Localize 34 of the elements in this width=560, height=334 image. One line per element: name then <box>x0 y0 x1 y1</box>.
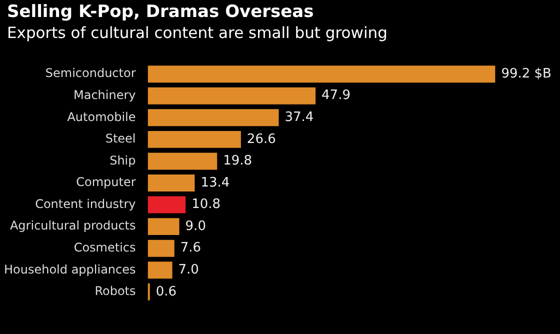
y-tick-label: Machinery <box>73 88 136 102</box>
data-label: 47.9 <box>322 88 350 104</box>
bar <box>148 87 316 104</box>
y-tick-label: Automobile <box>67 110 136 124</box>
chart-subtitle: Exports of cultural content are small but growing <box>7 24 388 42</box>
data-label: 99.2 $B <box>501 66 552 82</box>
data-label: 37.4 <box>284 110 314 126</box>
y-tick-label: Computer <box>76 175 136 190</box>
data-label: 9.0 <box>185 218 206 234</box>
bar <box>148 130 241 148</box>
y-tick-label: Steel <box>105 132 136 146</box>
bar <box>148 174 195 192</box>
chart-title: Selling K-Pop, Dramas Overseas <box>7 2 314 22</box>
bar <box>148 218 180 236</box>
bar <box>148 262 172 279</box>
data-label: 7.0 <box>178 262 199 278</box>
data-label: 19.8 <box>223 154 252 169</box>
data-label: 10.8 <box>192 197 221 212</box>
data-label: 26.6 <box>246 132 276 147</box>
bar <box>148 196 186 214</box>
data-label: 0.6 <box>156 284 177 300</box>
bar <box>148 152 218 170</box>
bar <box>148 109 279 126</box>
y-tick-label: Household appliances <box>4 262 136 276</box>
y-tick-label: Agricultural products <box>10 218 136 233</box>
bar <box>148 66 496 83</box>
data-label: 7.6 <box>180 240 202 256</box>
y-tick-label: Ship <box>110 153 136 168</box>
y-tick-label: Semiconductor <box>45 66 136 80</box>
y-tick-label: Content industry <box>35 196 136 211</box>
bar <box>148 240 174 257</box>
y-tick-label: Robots <box>94 284 136 298</box>
y-tick-label: Cosmetics <box>74 240 136 254</box>
data-label: 13.4 <box>200 175 230 190</box>
